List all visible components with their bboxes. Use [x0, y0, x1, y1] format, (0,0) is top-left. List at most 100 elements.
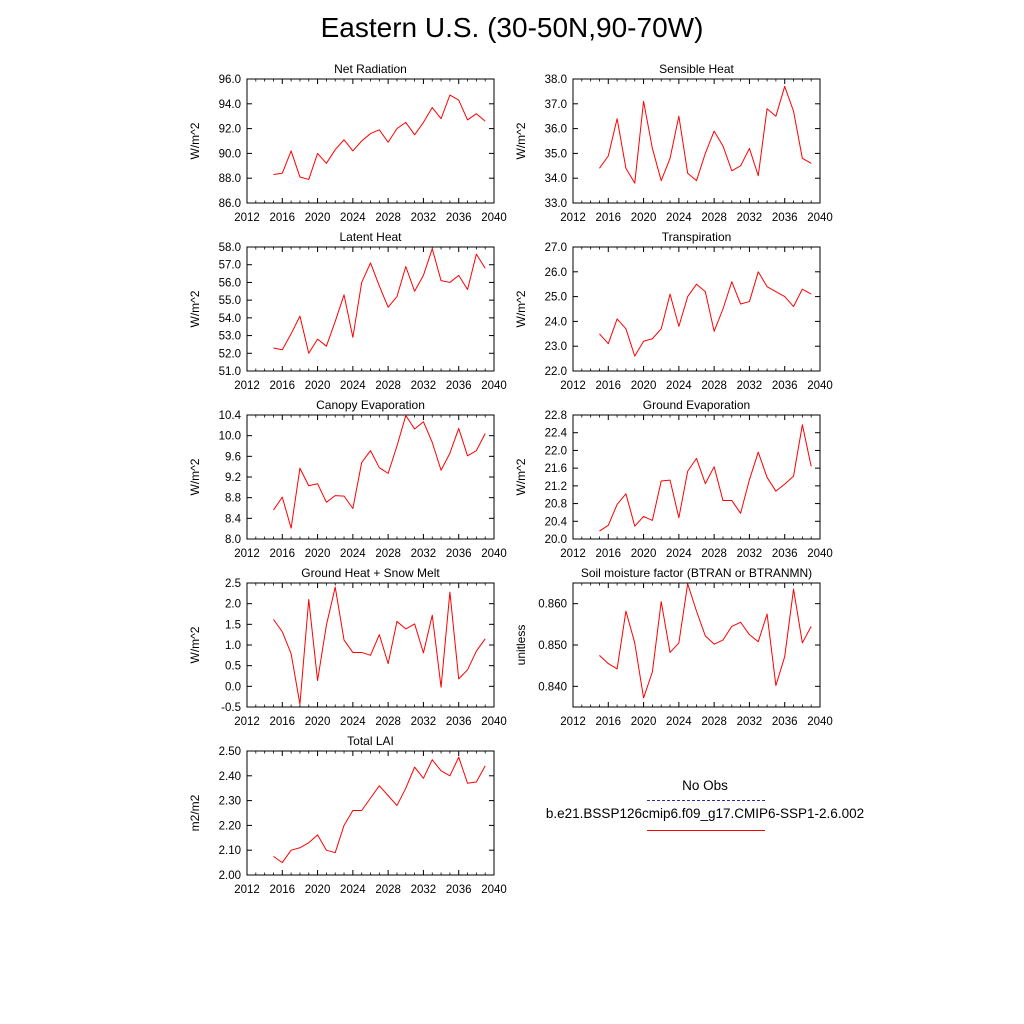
- y-tick-label: 21.6: [545, 463, 567, 475]
- x-tick-label: 2020: [631, 716, 657, 728]
- y-tick-label: 57.0: [219, 260, 241, 272]
- x-tick-label: 2036: [446, 380, 472, 392]
- y-tick-label: 20.4: [545, 516, 568, 528]
- y-tick-label: 58.0: [219, 242, 241, 254]
- panel-title: Net Radiation: [334, 62, 407, 76]
- y-axis-label: W/m^2: [188, 122, 202, 159]
- panel-title: Sensible Heat: [659, 62, 734, 76]
- y-tick-label: 86.0: [219, 198, 241, 210]
- y-tick-label: 8.0: [225, 534, 241, 546]
- y-axis-label: W/m^2: [514, 290, 528, 327]
- x-tick-label: 2032: [737, 548, 763, 560]
- y-tick-label: -0.5: [221, 702, 241, 714]
- y-tick-label: 2.5: [225, 578, 241, 590]
- y-tick-label: 24.0: [545, 316, 567, 328]
- y-tick-label: 96.0: [219, 74, 241, 86]
- x-tick-label: 2024: [666, 212, 692, 224]
- y-axis-label: W/m^2: [188, 290, 202, 327]
- x-tick-label: 2016: [269, 380, 295, 392]
- y-tick-label: 10.4: [219, 410, 242, 422]
- x-tick-label: 2024: [340, 884, 366, 896]
- panel-title: Transpiration: [662, 230, 732, 244]
- x-tick-label: 2020: [305, 884, 331, 896]
- x-tick-label: 2028: [701, 212, 727, 224]
- x-tick-label: 2036: [446, 212, 472, 224]
- y-axis-label: W/m^2: [188, 458, 202, 495]
- x-tick-label: 2012: [560, 212, 586, 224]
- y-tick-label: 22.4: [545, 428, 568, 440]
- x-tick-label: 2020: [305, 212, 331, 224]
- x-tick-label: 2036: [446, 548, 472, 560]
- legend-obs-label: No Obs: [682, 778, 728, 793]
- plot-frame: [246, 246, 495, 372]
- y-tick-label: 20.0: [545, 534, 567, 546]
- panel-ground-evaporation: Ground Evaporation W/m^2 2012 2016 2020 2024 2…: [514, 398, 833, 560]
- y-axis-label: W/m^2: [514, 122, 528, 159]
- x-tick-label: 2032: [411, 212, 437, 224]
- legend-model-label: b.e21.BSSP126cmip6.f09_g17.CMIP6-SSP1-2.…: [545, 806, 865, 821]
- plot-frame: [246, 78, 495, 204]
- x-tick-label: 2036: [772, 380, 798, 392]
- x-tick-label: 2036: [772, 716, 798, 728]
- x-tick-label: 2016: [595, 380, 621, 392]
- y-tick-label: 25.0: [545, 292, 567, 304]
- x-tick-label: 2032: [411, 380, 437, 392]
- y-tick-label: 56.0: [219, 277, 241, 289]
- series-line: [273, 756, 486, 864]
- series-line: [273, 586, 486, 705]
- y-tick-label: 21.2: [545, 481, 567, 493]
- x-tick-label: 2012: [234, 884, 260, 896]
- panel-latent-heat: Latent Heat W/m^2 2012 2016 2020 2024 2028 2032…: [188, 230, 507, 392]
- y-tick-label: 27.0: [545, 242, 567, 254]
- x-tick-label: 2040: [481, 884, 507, 896]
- x-tick-label: 2024: [666, 716, 692, 728]
- y-tick-label: 35.0: [545, 148, 567, 160]
- panel-title: Latent Heat: [339, 230, 402, 244]
- plot-frame: [246, 750, 495, 876]
- x-tick-label: 2032: [411, 716, 437, 728]
- series-line: [599, 583, 812, 699]
- y-tick-label: 34.0: [545, 173, 567, 185]
- legend: No Obs b.e21.BSSP126cmip6.f09_g17.CMIP6-…: [520, 776, 890, 846]
- x-tick-label: 2016: [269, 884, 295, 896]
- y-tick-label: 55.0: [219, 295, 241, 307]
- x-tick-label: 2024: [666, 548, 692, 560]
- legend-model-line: [647, 830, 765, 831]
- plot-frame: [572, 582, 821, 708]
- x-tick-label: 2028: [701, 548, 727, 560]
- y-tick-label: 33.0: [545, 198, 567, 210]
- y-tick-label: 53.0: [219, 331, 241, 343]
- x-tick-label: 2012: [560, 380, 586, 392]
- panel-title: Canopy Evaporation: [316, 398, 425, 412]
- y-tick-label: 8.8: [225, 493, 241, 505]
- x-tick-label: 2040: [807, 716, 833, 728]
- y-tick-label: 2.40: [219, 771, 241, 783]
- x-tick-label: 2012: [560, 548, 586, 560]
- panel-soil-moisture-factor-btran-or-btranmn: Soil moisture factor (BTRAN or BTRANMN) u…: [514, 566, 833, 728]
- x-tick-label: 2016: [269, 716, 295, 728]
- x-tick-label: 2040: [807, 212, 833, 224]
- x-tick-label: 2040: [481, 716, 507, 728]
- panel-ground-heat-snow-melt: Ground Heat + Snow Melt W/m^2 2012 2016 2020…: [188, 566, 507, 728]
- x-tick-label: 2012: [234, 548, 260, 560]
- y-axis-label: W/m^2: [188, 626, 202, 663]
- x-tick-label: 2028: [375, 884, 401, 896]
- y-tick-label: 9.2: [225, 472, 241, 484]
- y-tick-label: 51.0: [219, 366, 241, 378]
- x-tick-label: 2028: [375, 716, 401, 728]
- x-tick-label: 2020: [305, 548, 331, 560]
- series-line: [599, 85, 812, 184]
- y-tick-label: 0.840: [538, 681, 567, 693]
- x-tick-label: 2012: [560, 716, 586, 728]
- x-tick-label: 2040: [807, 380, 833, 392]
- y-tick-label: 54.0: [219, 313, 241, 325]
- y-tick-label: 0.860: [538, 599, 567, 611]
- y-tick-label: 20.8: [545, 499, 567, 511]
- x-tick-label: 2020: [631, 380, 657, 392]
- y-tick-label: 2.50: [219, 746, 241, 758]
- y-tick-label: 0.5: [225, 661, 241, 673]
- y-tick-label: 22.0: [545, 366, 567, 378]
- x-tick-label: 2016: [595, 548, 621, 560]
- x-tick-label: 2012: [234, 212, 260, 224]
